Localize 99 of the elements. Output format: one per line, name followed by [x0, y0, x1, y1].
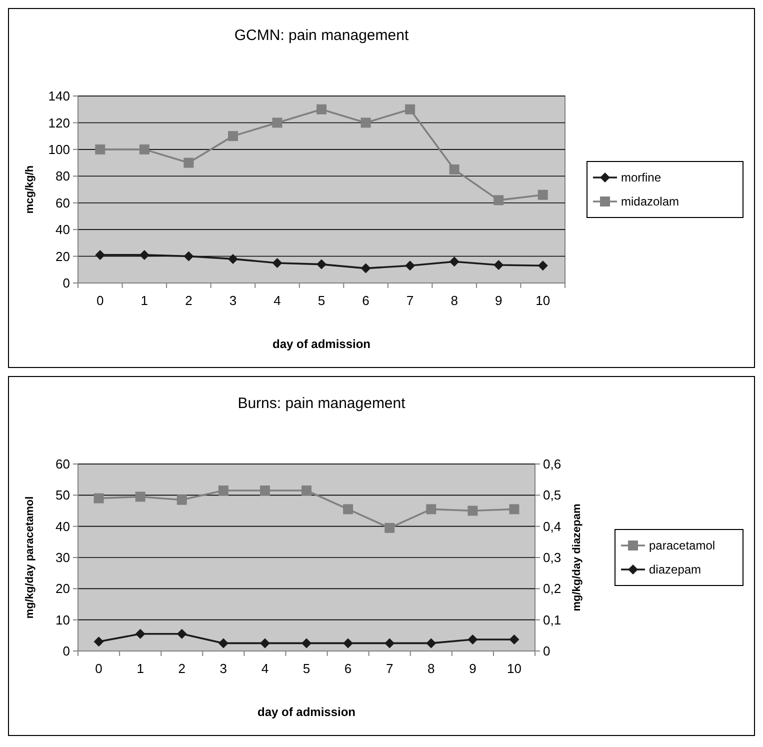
x-tick-label: 2	[178, 661, 186, 676]
point	[384, 638, 395, 648]
point	[135, 628, 146, 639]
y2-tick-label: 0,4	[543, 518, 562, 534]
point	[316, 259, 326, 270]
y-tick-label: 50	[56, 488, 70, 503]
point	[94, 493, 104, 504]
point	[405, 260, 416, 271]
point	[176, 628, 187, 639]
x-tick-label: 4	[274, 293, 281, 308]
legend-label: morfine	[621, 170, 662, 185]
x-tick-label: 0	[96, 293, 104, 308]
y2-tick-label: 0,5	[543, 488, 562, 503]
point	[184, 251, 194, 262]
point	[494, 195, 504, 206]
y-tick-label: 10	[56, 612, 70, 628]
point	[384, 522, 395, 533]
chart-title: GCMN: pain management	[234, 27, 410, 44]
x-axis-title: day of admission	[272, 337, 371, 351]
point	[95, 250, 106, 260]
point	[343, 638, 354, 648]
x-tick-label: 1	[140, 293, 148, 308]
point	[272, 258, 282, 268]
x-tick-label: 4	[261, 661, 269, 676]
point	[228, 131, 238, 142]
y-tick-label: 20	[56, 581, 70, 596]
y-tick-label: 60	[56, 195, 70, 210]
point	[360, 263, 371, 274]
point	[468, 634, 478, 644]
y2-tick-label: 0,3	[543, 550, 562, 566]
x-axis-title: day of admission	[257, 705, 356, 719]
x-tick-label: 9	[469, 661, 476, 676]
x-tick-label: 5	[318, 293, 326, 308]
y-tick-label: 80	[56, 168, 70, 184]
x-tick-label: 0	[95, 661, 102, 676]
point	[449, 256, 460, 267]
x-tick-label: 10	[536, 293, 550, 308]
point	[449, 164, 460, 174]
y2-tick-label: 0	[543, 644, 550, 659]
y-tick-label: 40	[56, 222, 70, 238]
y-tick-label: 0	[62, 276, 70, 291]
point	[405, 104, 416, 114]
x-tick-label: 9	[494, 293, 502, 308]
point	[184, 158, 194, 168]
y-tick-label: 30	[56, 550, 70, 566]
point	[426, 504, 436, 514]
point	[260, 638, 270, 648]
legend-label: diazepam	[649, 562, 702, 577]
x-tick-label: 6	[362, 293, 370, 308]
x-tick-label: 7	[386, 661, 394, 676]
x-tick-label: 10	[506, 661, 522, 676]
point	[139, 250, 150, 260]
y-tick-label: 40	[56, 518, 70, 534]
point	[468, 506, 478, 516]
point	[302, 638, 312, 648]
point	[95, 144, 106, 154]
legend-label: midazolam	[621, 194, 680, 209]
point	[509, 504, 520, 514]
point	[343, 504, 354, 514]
y-tick-label: 0	[62, 644, 70, 659]
y2-tick-label: 0,2	[543, 581, 562, 596]
point	[302, 485, 312, 496]
y2-tick-label: 0,1	[543, 612, 562, 628]
x-tick-label: 8	[450, 293, 458, 308]
point	[218, 638, 228, 648]
point	[426, 638, 436, 648]
legend-label: paracetamol	[649, 538, 716, 553]
y2-axis-title: mg/kg/day diazepam	[571, 503, 583, 612]
x-tick-label: 2	[185, 293, 192, 308]
x-tick-label: 8	[428, 661, 435, 676]
point	[360, 118, 371, 128]
point	[139, 144, 150, 154]
y-axis-title: mg/kg/day paracetamol	[24, 496, 36, 619]
point	[538, 260, 548, 271]
y-tick-label: 100	[48, 142, 70, 157]
point	[260, 485, 270, 496]
point	[538, 190, 548, 200]
point	[135, 492, 146, 502]
y-tick-label: 140	[48, 88, 70, 104]
y-tick-label: 20	[56, 248, 70, 264]
point	[272, 118, 282, 128]
y-tick-label: 60	[56, 456, 70, 472]
point	[228, 254, 238, 264]
x-tick-label: 7	[406, 293, 414, 308]
point	[176, 494, 187, 505]
x-tick-label: 3	[229, 293, 237, 308]
y-tick-label: 120	[48, 115, 70, 130]
point	[509, 634, 520, 644]
x-tick-label: 5	[302, 661, 310, 676]
y2-tick-label: 0,6	[543, 456, 562, 472]
y-axis-title: mcg/kg/h	[24, 165, 36, 214]
x-tick-label: 1	[136, 661, 144, 676]
point	[94, 636, 104, 647]
chart-title: Burns: pain management	[238, 395, 406, 412]
x-tick-label: 3	[220, 661, 228, 676]
point	[494, 260, 504, 270]
point	[316, 104, 326, 114]
point	[218, 485, 228, 496]
x-tick-label: 6	[344, 661, 352, 676]
